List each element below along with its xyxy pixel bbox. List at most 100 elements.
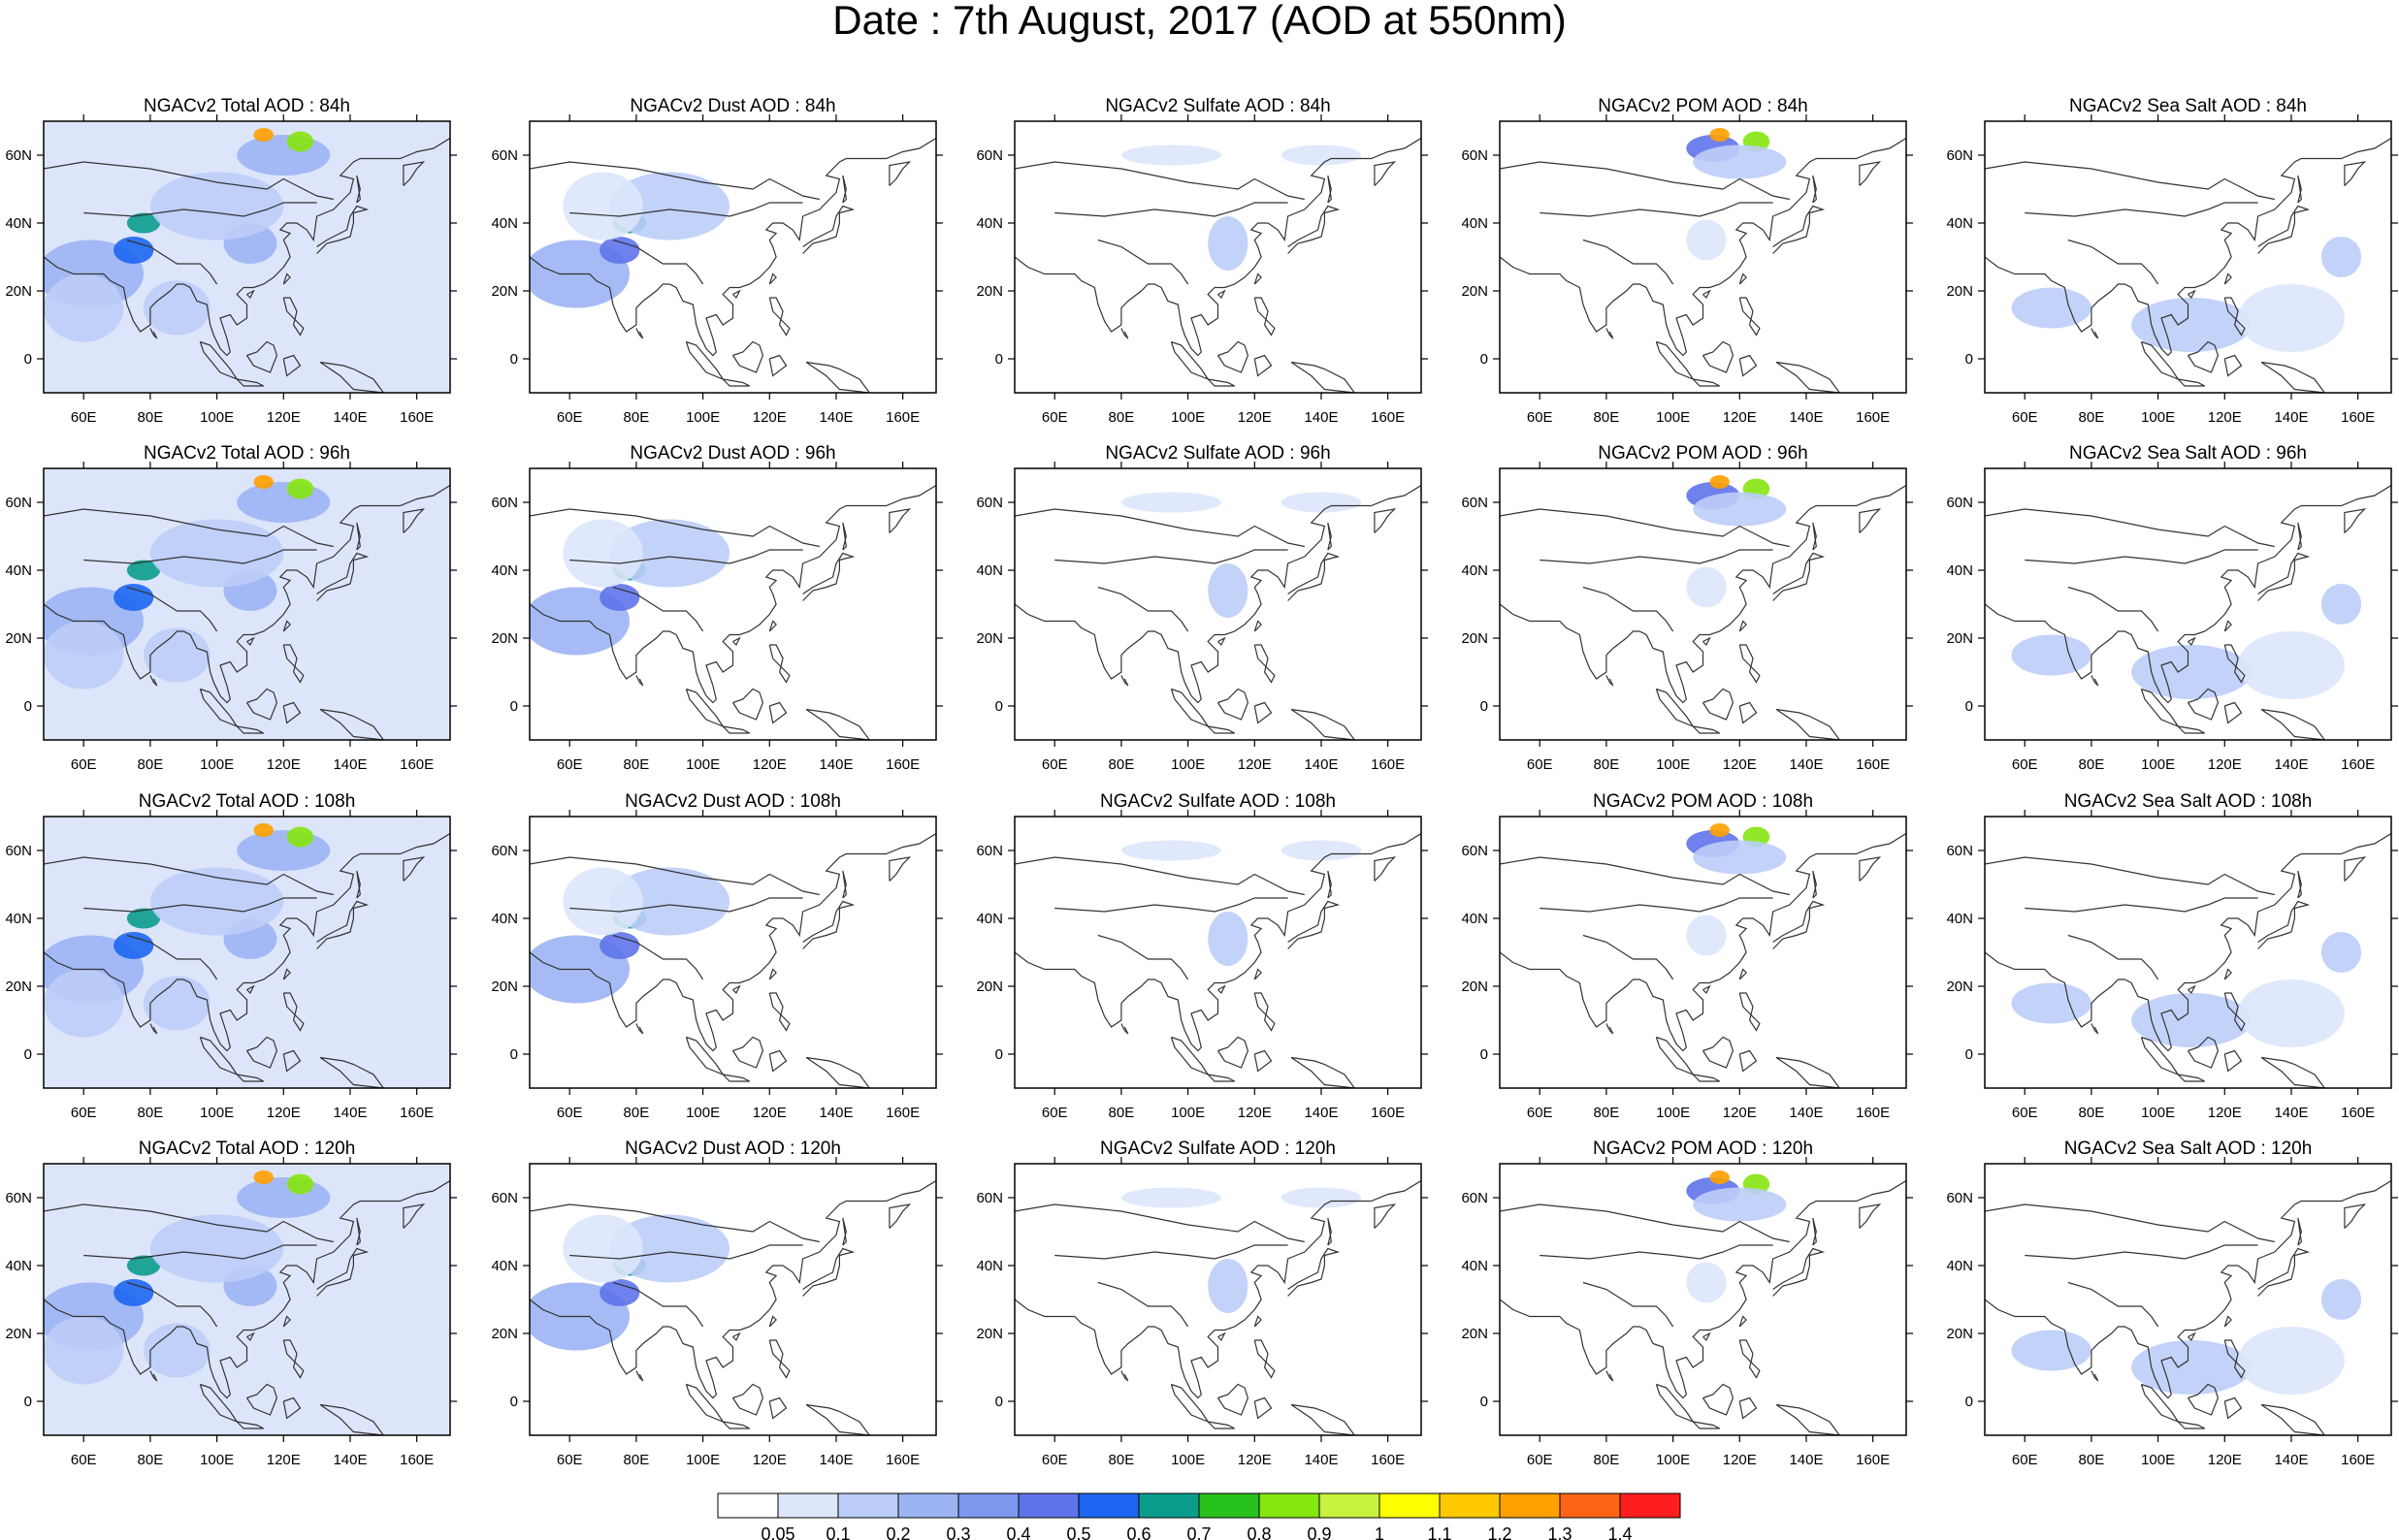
coastline: [1738, 297, 1761, 337]
coastline: [282, 1049, 302, 1073]
coastline: [1540, 1244, 1773, 1260]
lon-tick-label: 120E: [2208, 1105, 2242, 1121]
aod-plume: [149, 1214, 284, 1283]
coastline: [1738, 992, 1761, 1032]
aod-plume: [113, 932, 154, 959]
aod-plume: [2011, 287, 2091, 329]
lat-tick-label: 20N: [5, 283, 32, 300]
lon-tick-label: 80E: [2079, 1105, 2105, 1121]
lat-tick-label: 20N: [976, 630, 1003, 647]
coastline: [1015, 856, 1305, 896]
coastline: [768, 992, 791, 1032]
lon-tick-label: 140E: [819, 756, 853, 773]
lat-tick-label: 20N: [5, 630, 32, 647]
lat-tick-label: 20N: [1461, 1326, 1488, 1342]
aod-plume: [286, 131, 314, 152]
coastline: [1253, 1396, 1273, 1420]
coastline: [1207, 725, 1235, 734]
coastline: [612, 586, 704, 632]
coastline: [2344, 1203, 2367, 1229]
lat-tick-label: 40N: [491, 911, 518, 927]
lon-tick-label: 160E: [2341, 756, 2375, 773]
coastline: [1500, 137, 1906, 357]
lat-tick-label: 40N: [1461, 1258, 1488, 1274]
map-frame: [43, 467, 451, 741]
lon-tick-label: 100E: [2141, 1452, 2175, 1468]
coastline: [316, 1247, 370, 1297]
coastline: [1015, 137, 1421, 357]
aod-plume: [1281, 840, 1362, 861]
coastline: [1582, 239, 1674, 285]
coastline: [1120, 1023, 1129, 1035]
lon-tick-label: 80E: [2079, 409, 2105, 426]
lon-tick-label: 160E: [1856, 1452, 1890, 1468]
lon-tick-label: 120E: [1238, 1452, 1272, 1468]
lon-tick-label: 160E: [1371, 1452, 1405, 1468]
lat-tick-label: 60N: [491, 1190, 518, 1206]
lat-tick-label: 20N: [1946, 1326, 1973, 1342]
aod-plume: [144, 280, 211, 336]
lon-tick-label: 160E: [2341, 409, 2375, 426]
coastline: [246, 289, 255, 300]
coastline: [1738, 968, 1747, 980]
coastline: [2257, 205, 2311, 254]
aod-field: [1015, 1179, 1421, 1435]
aod-plume: [144, 627, 211, 683]
lon-tick-label: 60E: [557, 1452, 583, 1468]
aod-plume: [600, 584, 640, 611]
aod-plume: [2011, 1330, 2091, 1371]
coastline: [2223, 297, 2246, 337]
lon-tick-label: 120E: [1723, 409, 1757, 426]
coastline: [282, 968, 291, 980]
lon-tick-label: 120E: [2208, 756, 2242, 773]
coastline: [1738, 354, 1758, 377]
lon-tick-label: 60E: [1042, 1452, 1068, 1468]
aod-plume: [267, 973, 434, 1068]
aod-plume: [2238, 1327, 2345, 1395]
coastline: [2187, 1036, 2220, 1069]
lat-tick-label: 20N: [1461, 979, 1488, 995]
coastline: [1216, 1036, 1249, 1069]
map-frame: [1014, 816, 1422, 1089]
panel-title: NGACv2 Total AOD : 120h: [139, 1139, 356, 1159]
lon-tick-label: 140E: [1789, 756, 1823, 773]
map-frame: [43, 120, 451, 394]
coastline: [282, 1315, 291, 1328]
coastline: [1054, 897, 1288, 913]
aod-plume: [1686, 1262, 1727, 1303]
panel-title: NGACv2 Dust AOD : 120h: [625, 1139, 841, 1159]
coastline: [356, 870, 361, 899]
coastline: [2025, 1244, 2258, 1260]
lon-tick-label: 140E: [1789, 1452, 1823, 1468]
aod-plume: [1693, 492, 1787, 527]
coastline: [2091, 328, 2099, 339]
coastline: [1738, 644, 1761, 684]
map-frame: [1499, 467, 1907, 741]
lon-tick-label: 60E: [557, 409, 583, 426]
coastline: [2297, 175, 2302, 204]
coastline: [1054, 202, 1288, 217]
lat-tick-label: 20N: [491, 1326, 518, 1342]
coastline: [2344, 856, 2367, 882]
lon-tick-label: 120E: [267, 409, 301, 426]
lat-tick-label: 60N: [1946, 1190, 1973, 1206]
coastline: [83, 1244, 317, 1260]
coastline: [1985, 1203, 2275, 1243]
coastline: [731, 1383, 764, 1416]
map-panel-r1-c1: 60E 80E 100E 120E 140E 160E 60N 40N 20N 0 NGACv2 D…: [491, 443, 943, 773]
lon-tick-label: 100E: [1656, 756, 1690, 773]
panel-title: NGACv2 Dust AOD : 84h: [630, 96, 835, 116]
coastline: [1772, 205, 1826, 254]
lat-tick-label: 0: [995, 1394, 1003, 1410]
lat-tick-label: 20N: [976, 979, 1003, 995]
lat-tick-label: 20N: [5, 1326, 32, 1342]
aod-plume: [600, 237, 640, 264]
coastline: [246, 1331, 255, 1342]
panel-title: NGACv2 Sulfate AOD : 84h: [1105, 96, 1330, 116]
coastline: [1702, 984, 1711, 995]
coastline: [2223, 644, 2246, 684]
aod-plume: [44, 273, 124, 342]
coastline: [635, 328, 644, 339]
coastline: [149, 328, 158, 339]
lat-tick-label: 20N: [491, 283, 518, 300]
